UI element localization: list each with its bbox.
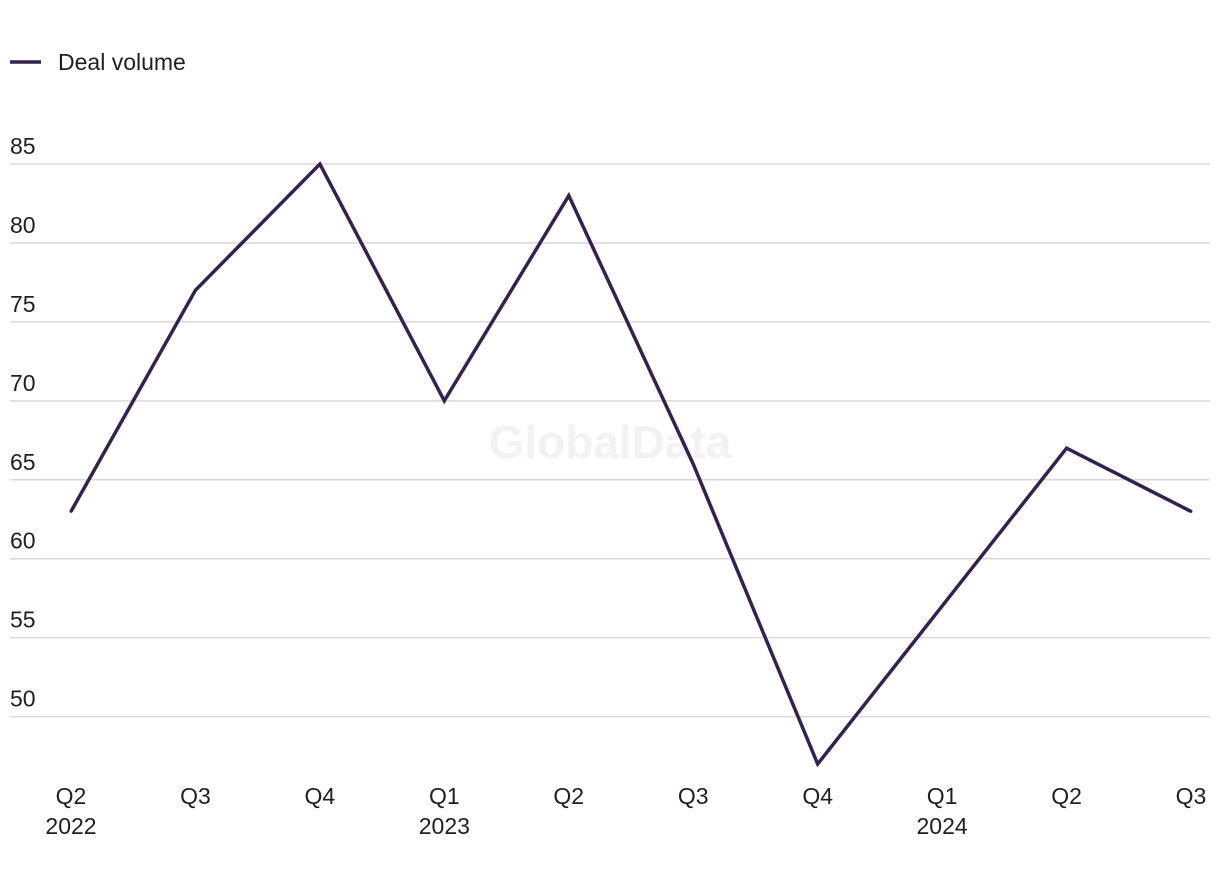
x-tick-label-year: 2023 (419, 813, 470, 839)
y-tick-label-60: 60 (10, 528, 36, 554)
data-point (1189, 509, 1193, 513)
data-point (442, 399, 446, 403)
data-point (318, 162, 322, 166)
data-point (567, 194, 571, 198)
x-tick-label-quarter: Q1 (429, 783, 460, 809)
x-tick-label-year: 2024 (917, 813, 968, 839)
x-tick-label-quarter: Q2 (1051, 783, 1082, 809)
data-point (691, 462, 695, 466)
x-tick-label-quarter: Q3 (678, 783, 709, 809)
x-axis-tick-labels: Q2 2022 Q3 Q4 Q1 2023 Q2 Q3 Q4 Q1 2024 Q2 Q3 (45, 783, 1206, 839)
y-tick-label-65: 65 (10, 449, 36, 475)
x-tick-label-quarter: Q1 (927, 783, 958, 809)
x-tick-label-quarter: Q4 (305, 783, 336, 809)
y-tick-label-50: 50 (10, 686, 36, 712)
series-deal-volume (69, 161, 1193, 768)
x-tick-label-quarter: Q3 (180, 783, 211, 809)
x-tick-label-year: 2022 (45, 813, 96, 839)
y-tick-label-70: 70 (10, 370, 36, 396)
gridlines (10, 163, 1210, 718)
y-tick-label-55: 55 (10, 607, 36, 633)
legend-label-deal-volume: Deal volume (58, 49, 186, 75)
series-line-deal-volume (69, 161, 1192, 768)
y-tick-label-80: 80 (10, 212, 36, 238)
data-point (816, 762, 820, 766)
data-point (69, 509, 73, 513)
x-tick-label-quarter: Q2 (56, 783, 87, 809)
legend: Deal volume (10, 49, 186, 75)
x-tick-label-quarter: Q3 (1176, 783, 1207, 809)
data-point (193, 288, 197, 292)
data-point (1065, 446, 1069, 450)
x-tick-label-quarter: Q2 (553, 783, 584, 809)
watermark: GlobalData (489, 416, 732, 468)
data-point (940, 604, 944, 608)
y-tick-label-85: 85 (10, 133, 36, 159)
y-tick-label-75: 75 (10, 291, 36, 317)
y-axis-tick-labels: 50 55 60 65 70 75 80 85 (10, 133, 36, 712)
x-tick-label-quarter: Q4 (802, 783, 833, 809)
